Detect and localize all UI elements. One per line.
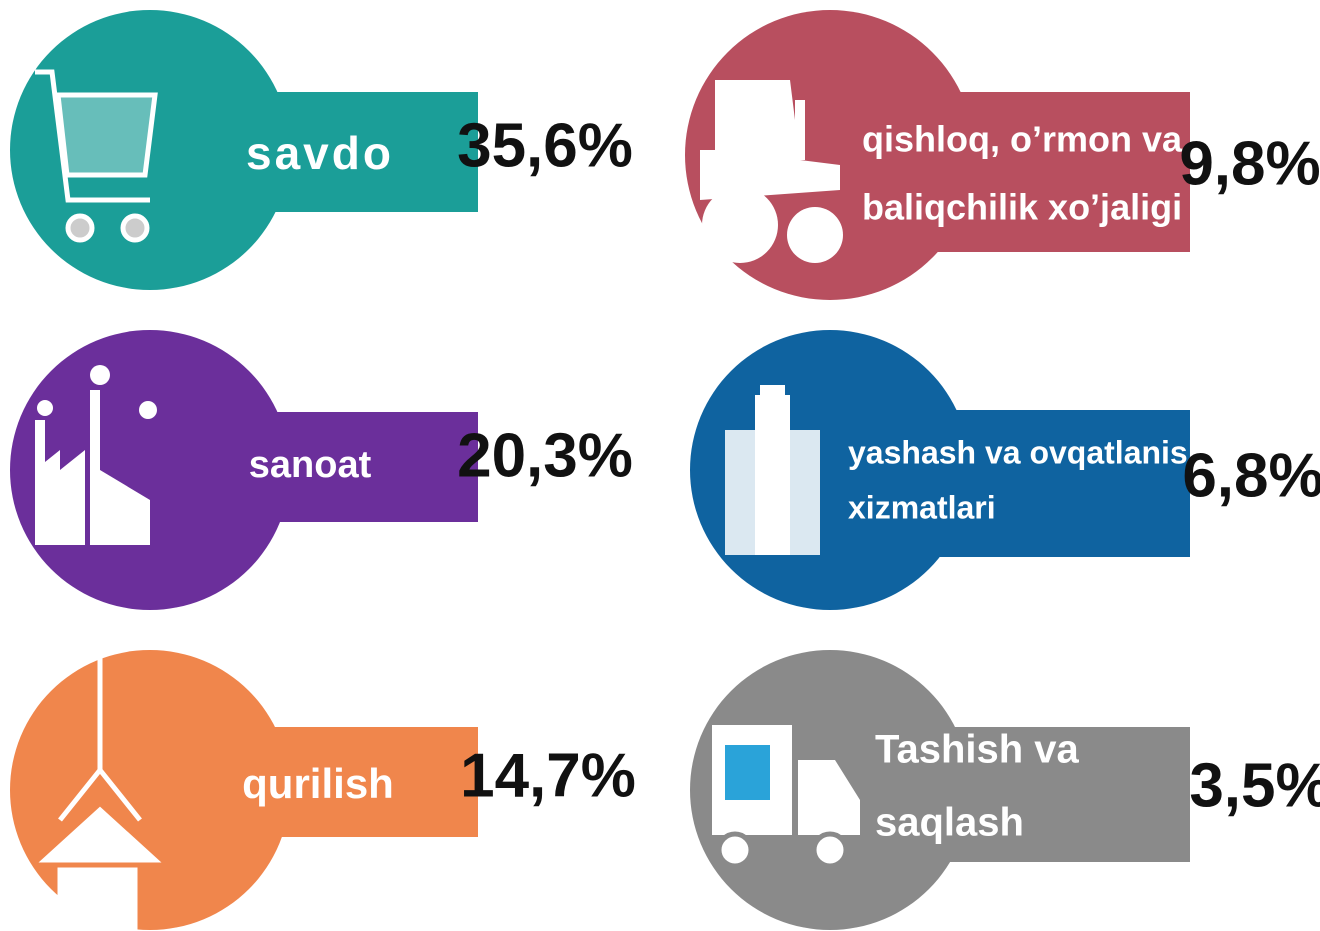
label: yashash va ovqatlanish	[848, 434, 1207, 470]
value: 20,3%	[457, 421, 633, 490]
bar	[160, 727, 478, 837]
crane-house-icon	[38, 655, 162, 931]
bar	[160, 92, 478, 212]
value: 9,8%	[1179, 129, 1320, 198]
bar	[160, 412, 478, 522]
label: sanoat	[249, 444, 372, 486]
label: qurilish	[242, 760, 394, 807]
bar	[835, 92, 1190, 252]
tractor-icon	[700, 80, 843, 263]
truck-icon	[712, 725, 860, 869]
label: Tashish va	[875, 728, 1080, 772]
label: qishloq, o’rmon va	[862, 119, 1183, 160]
factory-icon	[35, 365, 157, 545]
value: 3,5%	[1189, 751, 1320, 820]
label: xizmatlari	[848, 489, 996, 525]
value: 14,7%	[460, 741, 636, 810]
hotel-icon	[725, 385, 820, 555]
cart-icon	[35, 69, 158, 243]
label: baliqchilik xo’jaligi	[862, 187, 1182, 228]
bar	[835, 410, 1190, 557]
label: savdo	[246, 127, 394, 179]
bar	[835, 727, 1190, 862]
label: saqlash	[875, 801, 1024, 845]
value: 6,8%	[1182, 441, 1320, 510]
value: 35,6%	[457, 111, 633, 180]
